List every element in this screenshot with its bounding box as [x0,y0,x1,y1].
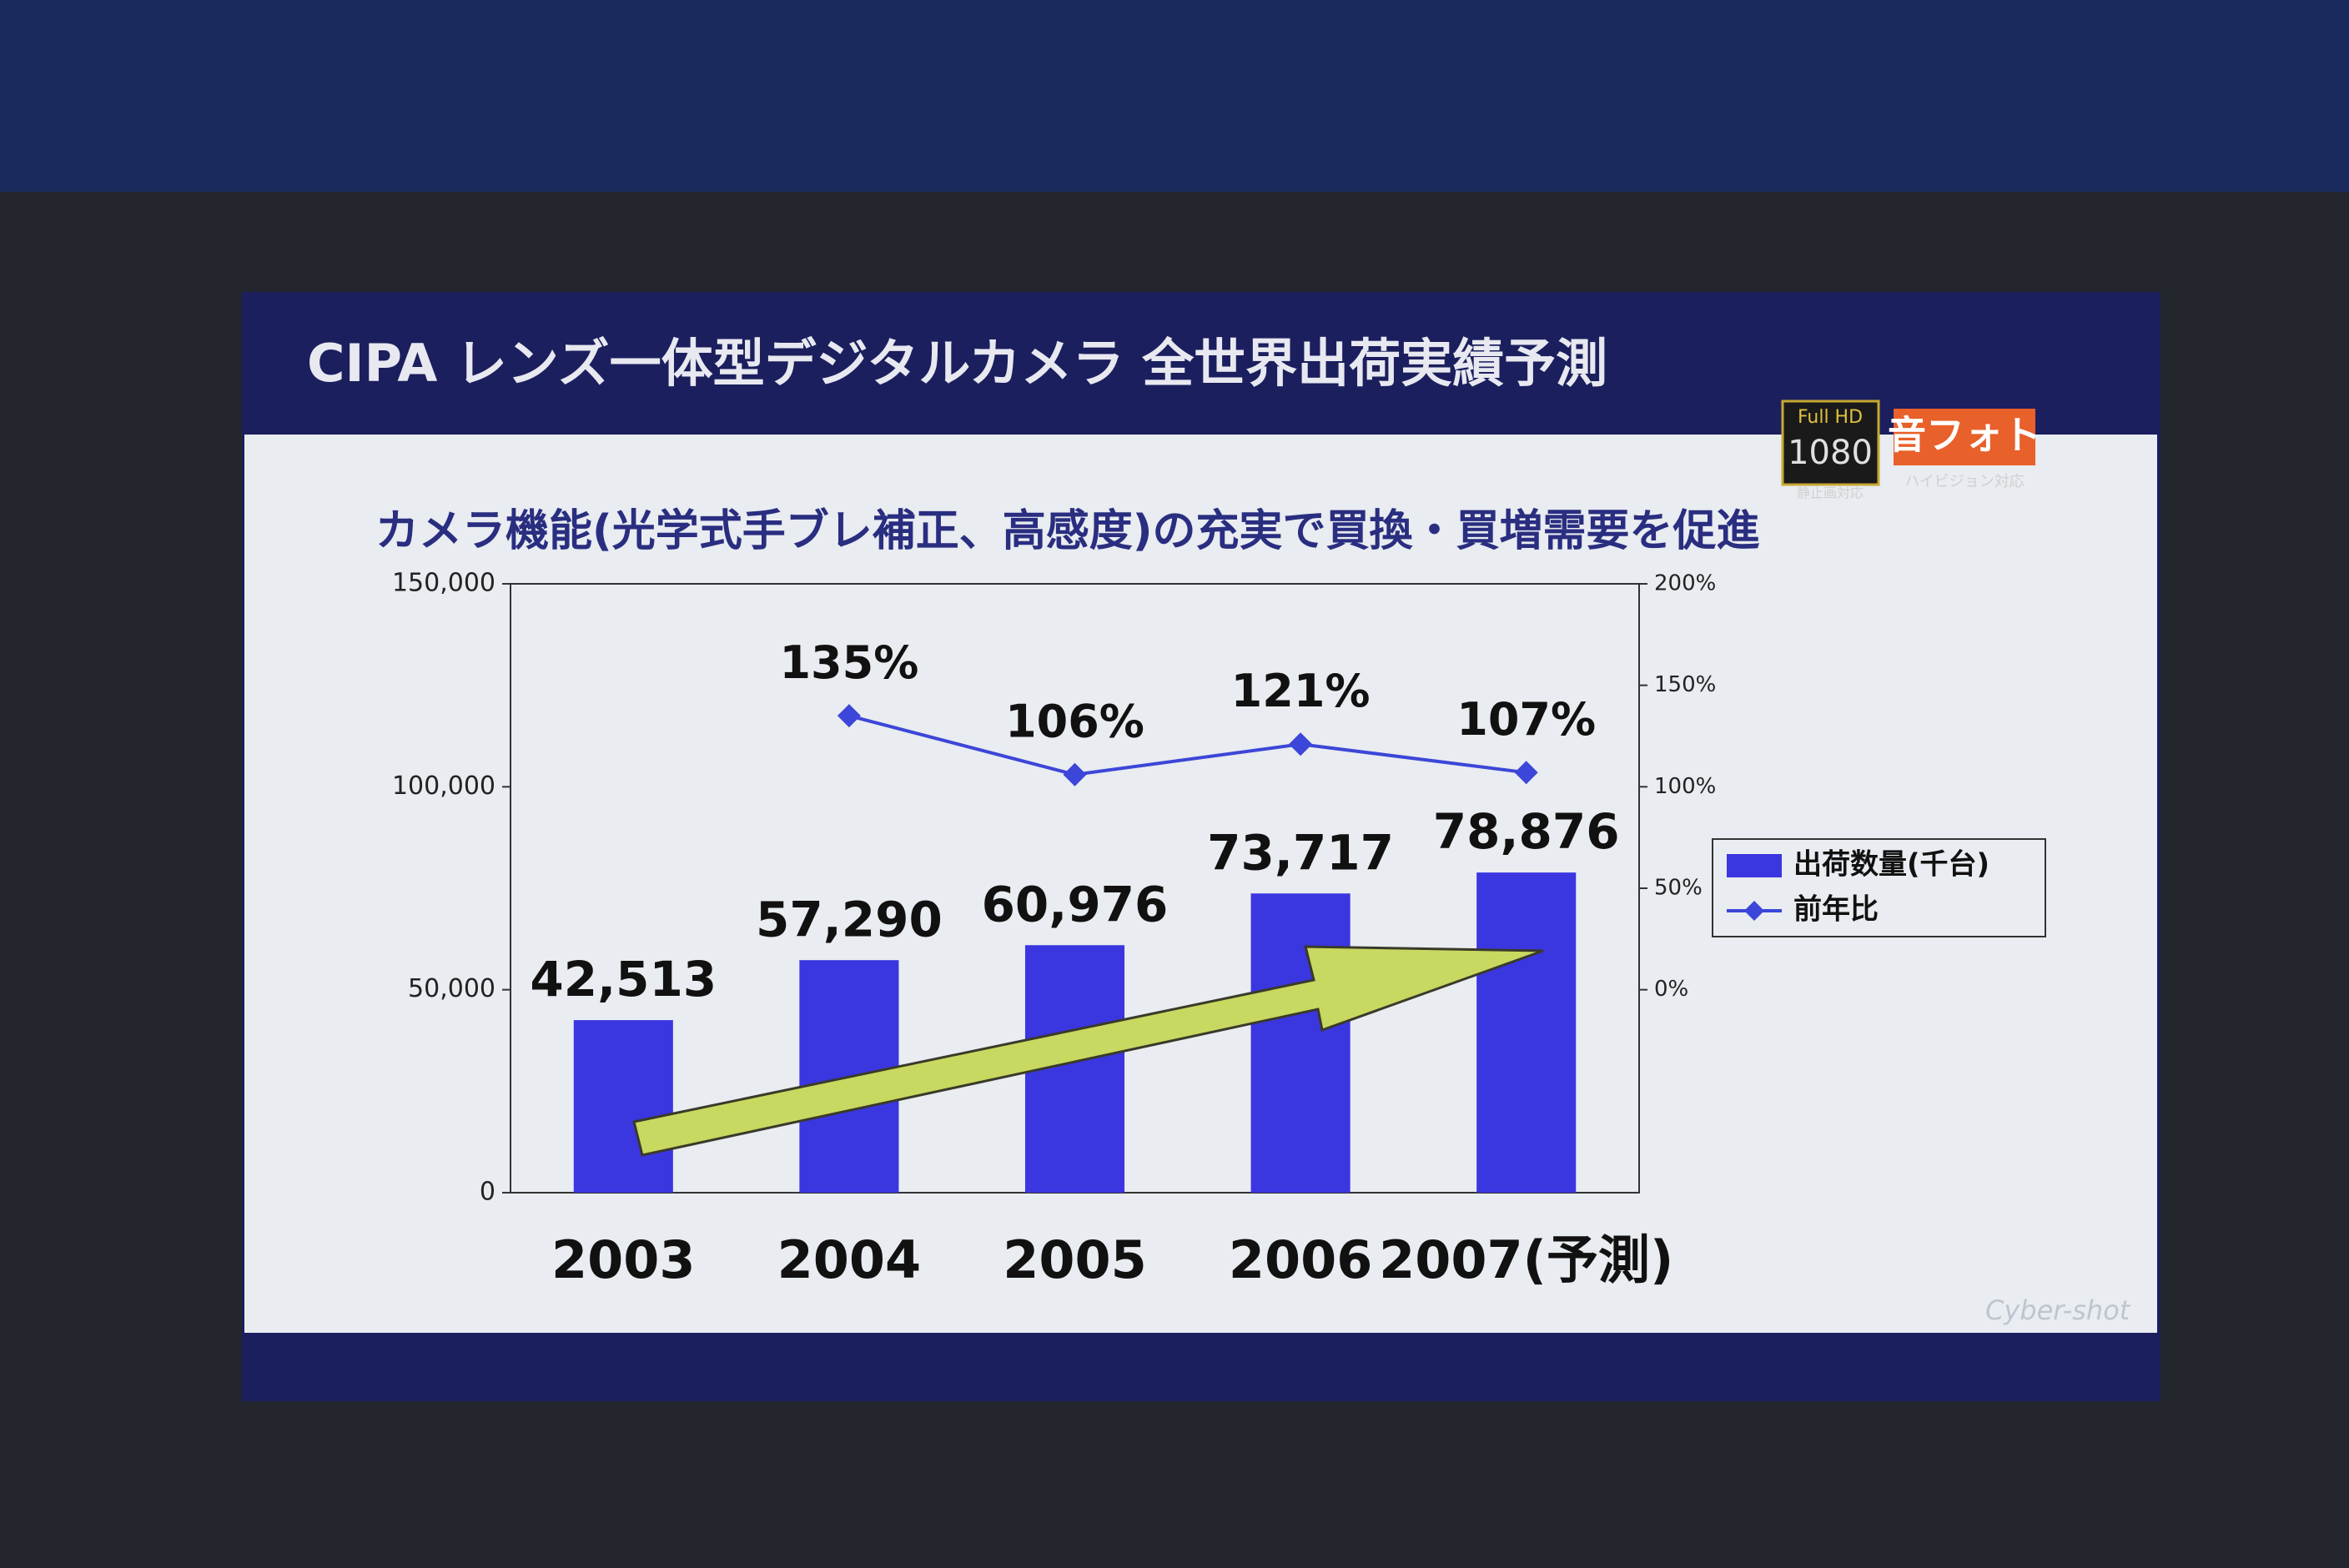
x-tick-label: 2005 [1003,1229,1147,1290]
bar [1476,872,1577,1193]
y2-tick-label: 0% [1654,977,1688,1002]
fullhd-logo [1781,400,1880,486]
x-tick-label: 2003 [551,1229,696,1290]
data-label: 135% [779,636,918,689]
brand: Cyber-shot [1985,1294,2131,1326]
legend-swatch [1744,901,1764,921]
data-label: 73,717 [1207,824,1394,881]
labels: 0 50,000 100,000 150,000 0% 50% 100% 150% 200% 20… [392,569,1716,1291]
data-label: 121% [1231,665,1371,717]
data-label: 106% [1005,695,1144,747]
marker [1289,732,1313,756]
y-tick-label: 100,000 [392,771,495,801]
marker [1514,761,1538,785]
legend-label: 出荷数量(千台) [1793,848,1989,882]
logo-text: 静止画対応 [1797,485,1864,501]
logo-text: 音フォト [1888,413,2041,458]
data-label: 107% [1456,693,1596,746]
x-tick-label: 2007(予測) [1379,1229,1673,1290]
slide-subtitle: カメラ機能(光学式手ブレ補正、高感度)の充実で買換・買増需要を促進 [375,506,1760,556]
legend-swatch [1727,854,1782,877]
logo-text: Full HD [1798,407,1863,428]
bar [573,1020,673,1193]
legend-label: 前年比 [1793,893,1879,927]
bar [1250,893,1351,1193]
x-tick-label: 2006 [1229,1229,1373,1290]
data-label: 42,513 [530,951,717,1008]
y2-tick-label: 100% [1654,774,1716,799]
stage-top [0,0,2349,192]
x-tick-label: 2004 [777,1229,922,1290]
y-tick-label: 0 [480,1178,495,1207]
data-label: 78,876 [1433,803,1620,860]
y2-tick-label: 200% [1654,571,1716,596]
slide-title: CIPA レンズ一体型デジタルカメラ 全世界出荷実績予測 [307,333,1607,394]
logo-text: ハイビジョン対応 [1904,473,2025,490]
line [848,714,1527,776]
y-tick-label: 150,000 [392,569,495,598]
marker [837,704,861,728]
y2-tick-label: 50% [1654,876,1703,901]
y-tick-label: 50,000 [408,974,495,1003]
oto-logo [1894,409,2035,465]
y2-tick-label: 150% [1654,672,1716,697]
marker [1063,762,1087,787]
logo-text: 1080 [1788,434,1873,472]
growth-arrow [632,945,1544,1157]
data-label: 60,976 [982,876,1169,932]
data-label: 57,290 [756,891,943,947]
